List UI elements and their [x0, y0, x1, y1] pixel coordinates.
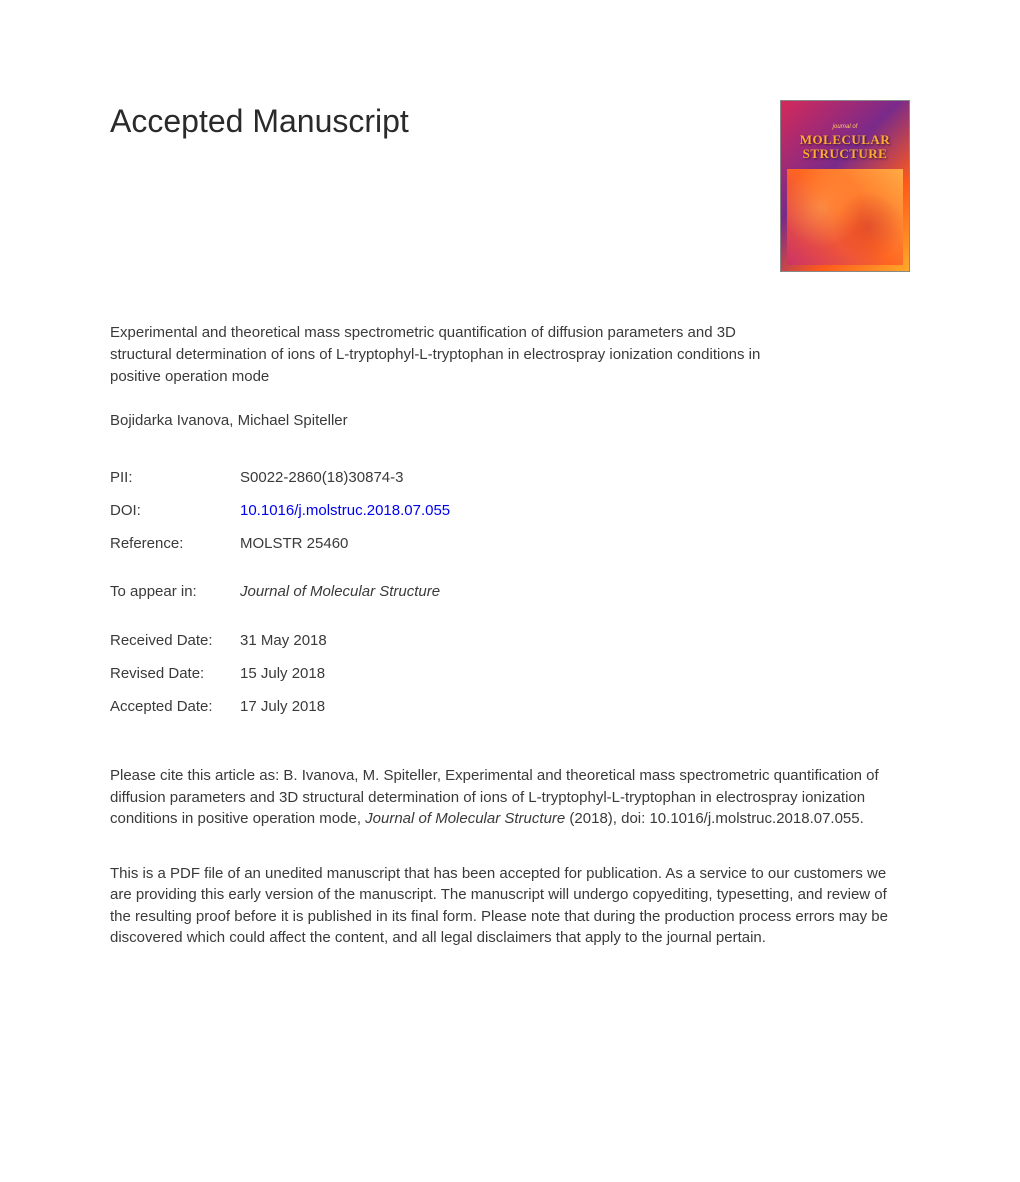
meta-value-pii: S0022-2860(18)30874-3 [240, 468, 403, 488]
cover-topbar [787, 107, 903, 115]
meta-row-doi: DOI: 10.1016/j.molstruc.2018.07.055 [110, 501, 910, 521]
metadata-table: PII: S0022-2860(18)30874-3 DOI: 10.1016/… [110, 468, 910, 555]
meta-value-reference: MOLSTR 25460 [240, 534, 348, 554]
meta-label-accepted: Accepted Date: [110, 697, 240, 717]
cover-name-line2: STRUCTURE [803, 146, 888, 161]
header-row: Accepted Manuscript journal of MOLECULAR… [110, 100, 910, 272]
citation-block: Please cite this article as: B. Ivanova,… [110, 765, 910, 829]
meta-value-received: 31 May 2018 [240, 631, 327, 651]
meta-row-revised: Revised Date: 15 July 2018 [110, 664, 910, 684]
citation-suffix: (2018), doi: 10.1016/j.molstruc.2018.07.… [565, 810, 864, 827]
article-title-block: Experimental and theoretical mass spectr… [110, 322, 770, 387]
authors: Bojidarka Ivanova, Michael Spiteller [110, 411, 910, 431]
page-heading: Accepted Manuscript [110, 100, 409, 143]
meta-row-received: Received Date: 31 May 2018 [110, 631, 910, 651]
meta-row-accepted: Accepted Date: 17 July 2018 [110, 697, 910, 717]
meta-label-reference: Reference: [110, 534, 240, 554]
article-title: Experimental and theoretical mass spectr… [110, 322, 770, 387]
journal-cover-thumbnail: journal of MOLECULAR STRUCTURE [780, 100, 910, 272]
meta-label-received: Received Date: [110, 631, 240, 651]
disclaimer-text: This is a PDF file of an unedited manusc… [110, 863, 910, 948]
cover-journal-name: MOLECULAR STRUCTURE [781, 133, 909, 162]
meta-label-doi: DOI: [110, 501, 240, 521]
dates-block: Received Date: 31 May 2018 Revised Date:… [110, 631, 910, 718]
meta-row-reference: Reference: MOLSTR 25460 [110, 534, 910, 554]
meta-value-to-appear: Journal of Molecular Structure [240, 582, 440, 602]
meta-row-pii: PII: S0022-2860(18)30874-3 [110, 468, 910, 488]
cover-artwork [787, 169, 903, 265]
meta-label-revised: Revised Date: [110, 664, 240, 684]
spacer [110, 745, 910, 765]
meta-row-to-appear: To appear in: Journal of Molecular Struc… [110, 582, 910, 602]
meta-label-to-appear: To appear in: [110, 582, 240, 602]
meta-label-pii: PII: [110, 468, 240, 488]
meta-value-accepted: 17 July 2018 [240, 697, 325, 717]
meta-value-doi[interactable]: 10.1016/j.molstruc.2018.07.055 [240, 501, 450, 521]
citation-journal: Journal of Molecular Structure [365, 810, 565, 827]
to-appear-block: To appear in: Journal of Molecular Struc… [110, 582, 910, 602]
meta-value-revised: 15 July 2018 [240, 664, 325, 684]
cover-name-line1: MOLECULAR [800, 132, 890, 147]
cover-small-title: journal of [781, 123, 909, 131]
